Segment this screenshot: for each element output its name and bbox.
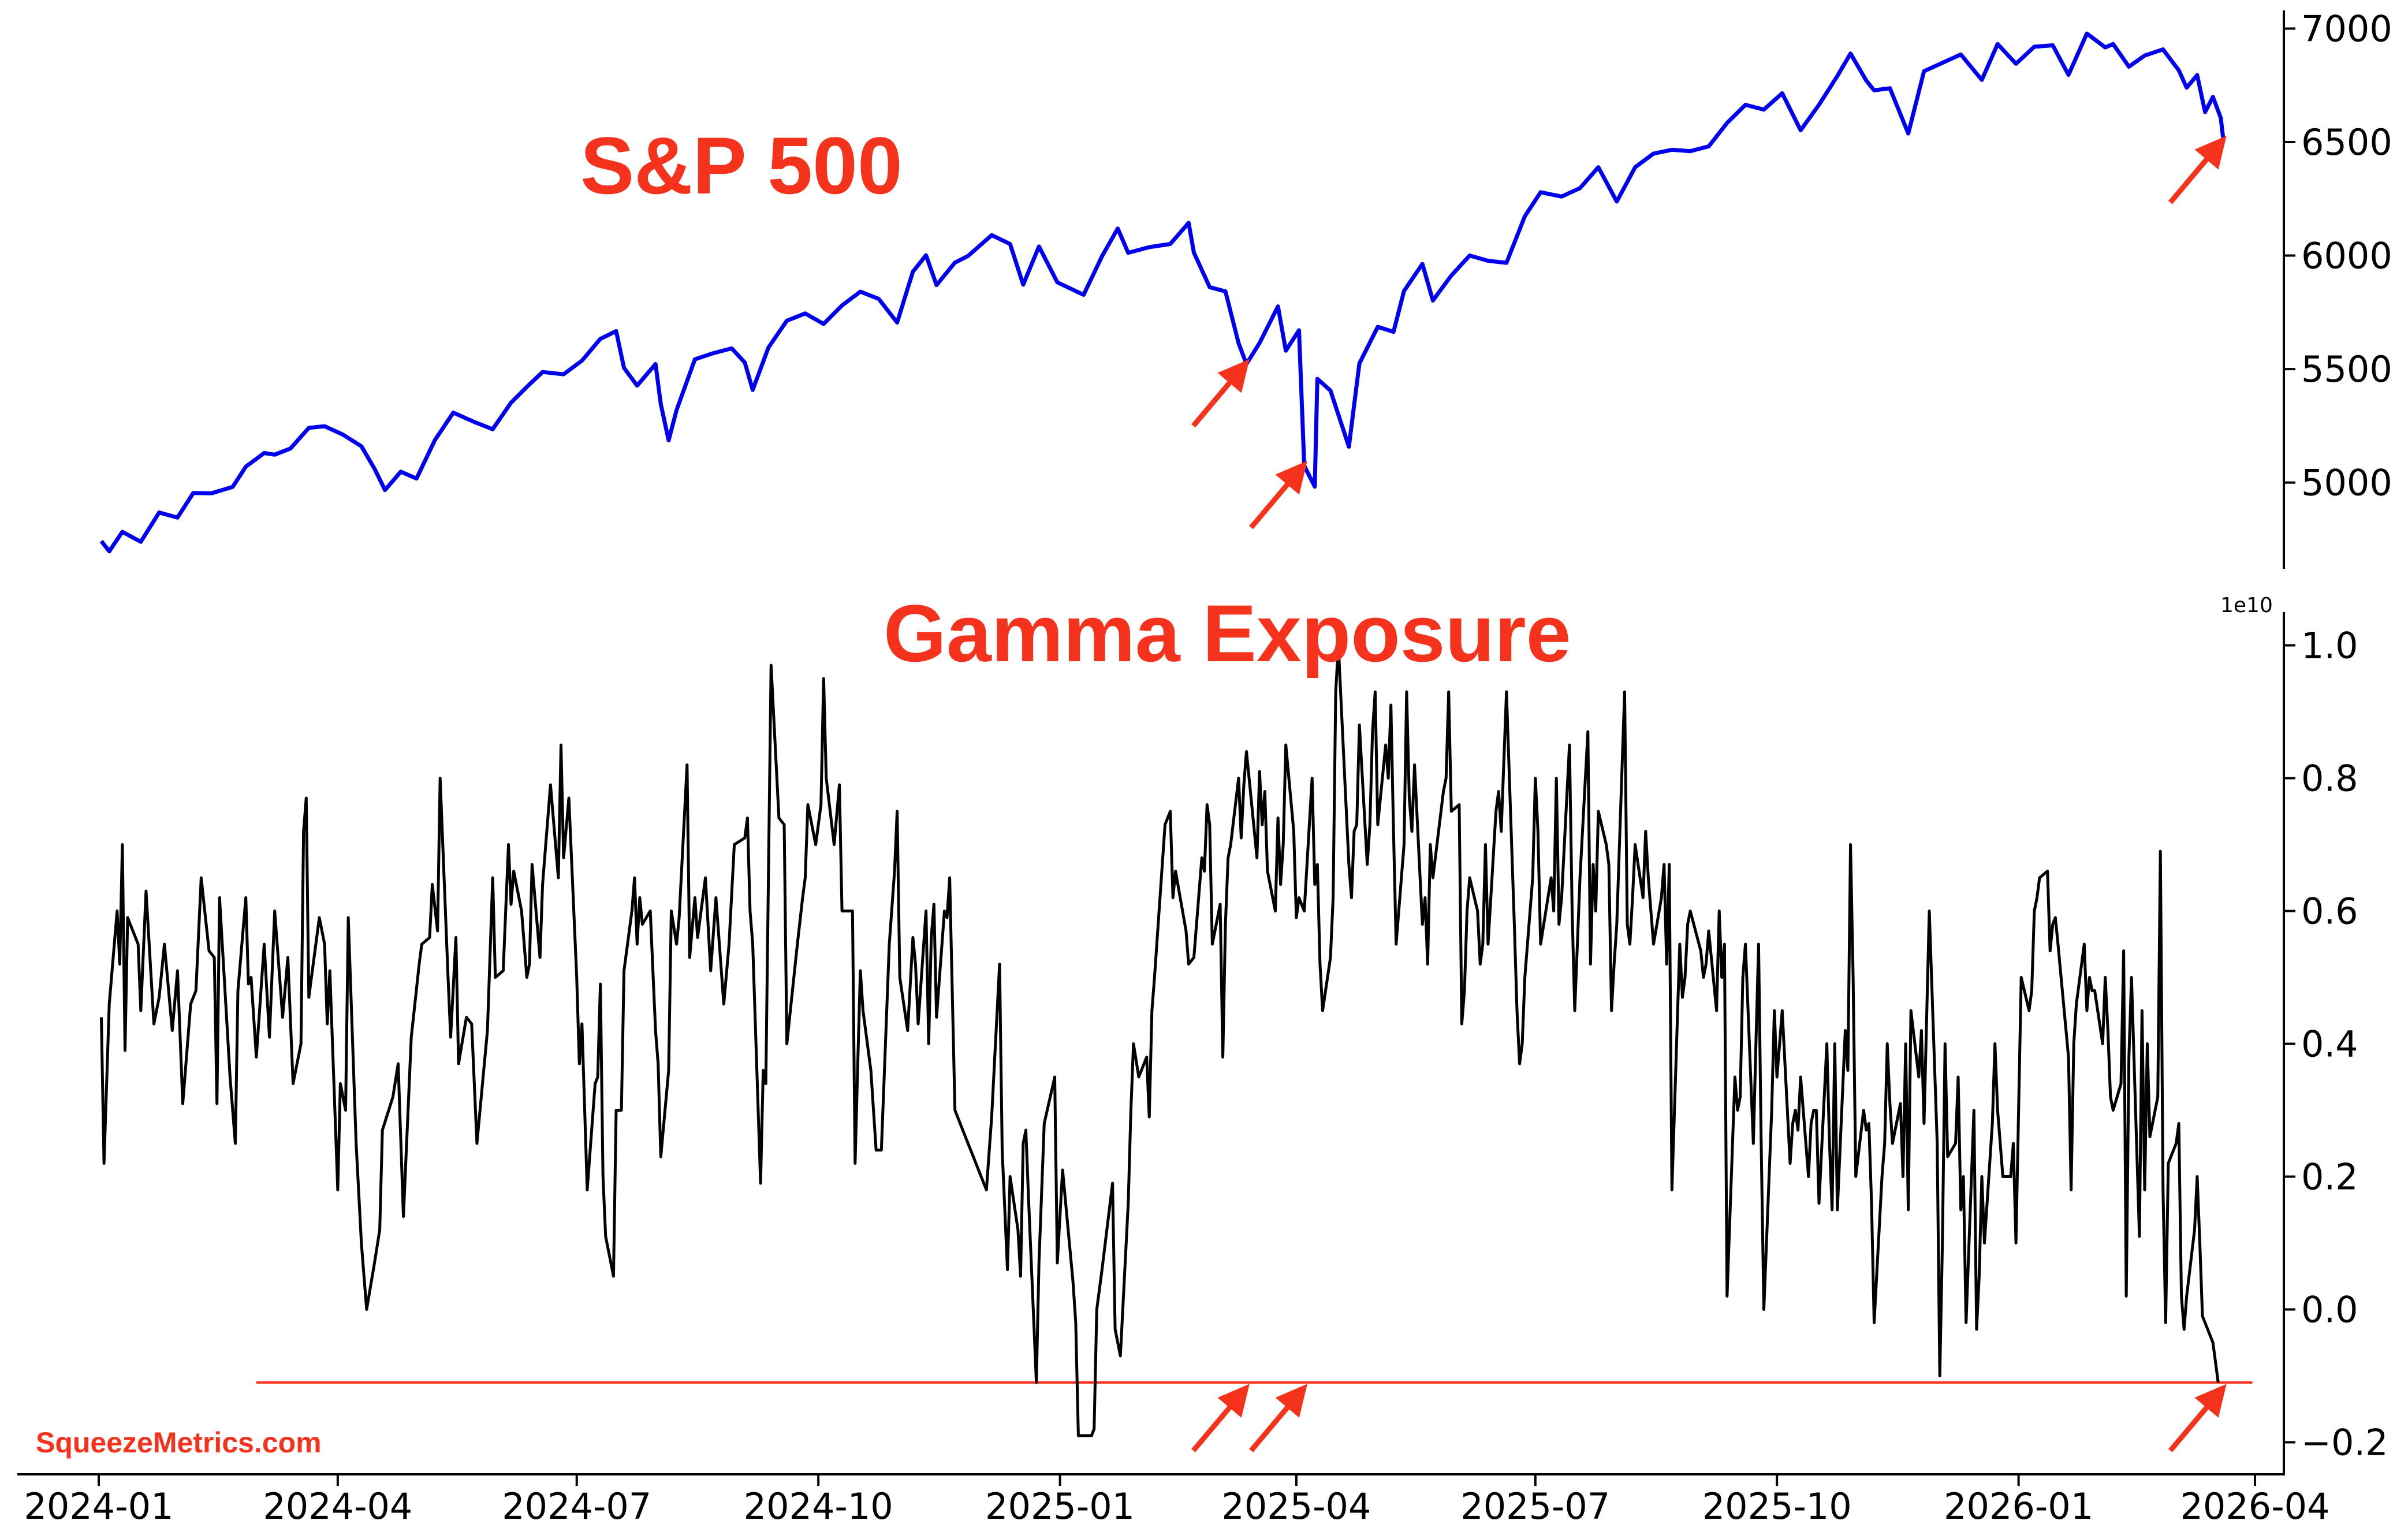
sp500-line — [99, 31, 2226, 554]
gamma-y-tick-label: 0.8 — [2301, 758, 2358, 800]
sp500-panel: 5000 5500 6000 6500 7000 S&P 500 — [99, 8, 2392, 569]
x-tick-label: 2025-01 — [985, 1485, 1135, 1527]
arrow-gex-mar2025 — [1191, 1384, 1250, 1452]
sp500-y-tick-label: 5000 — [2301, 462, 2392, 504]
x-tick-label: 2024-01 — [24, 1485, 173, 1527]
gamma-y-tick-label: 0.4 — [2301, 1023, 2358, 1065]
gamma-y-ticks: −0.2 0.0 0.2 0.4 0.6 0.8 1.0 — [2284, 625, 2388, 1464]
x-tick-label: 2025-10 — [1702, 1485, 1852, 1527]
x-tick-label: 2026-01 — [1944, 1485, 2093, 1527]
arrow-sp-apr2025 — [1249, 460, 1307, 530]
gamma-title: Gamma Exposure — [884, 588, 1571, 679]
sp500-y-tick-label: 7000 — [2301, 8, 2392, 50]
gamma-y-tick-label: 0.0 — [2301, 1289, 2358, 1331]
x-tick-label: 2024-04 — [263, 1485, 412, 1527]
gamma-panel: −0.20.00.20.40.60.81.0 2024-01 2024-04 202… — [17, 588, 2388, 1527]
arrow-gex-mar2026 — [2168, 1384, 2227, 1452]
gamma-y-tick-label: 1.0 — [2301, 625, 2358, 667]
x-ticks: 2024-01 2024-04 2024-07 2024-10 2025-01 2025-… — [24, 1474, 2330, 1527]
arrow-gex-apr2025 — [1249, 1384, 1307, 1452]
gamma-offset-label: 1e10 — [2220, 594, 2273, 617]
gamma-y-tick-label: −0.2 — [2301, 1422, 2388, 1464]
sp500-y-tick-label: 6500 — [2301, 121, 2392, 163]
x-tick-label: 2025-07 — [1460, 1485, 1610, 1527]
gamma-exposure-line — [100, 644, 2220, 1437]
x-tick-label: 2024-07 — [502, 1485, 651, 1527]
annotation-arrows — [1191, 135, 2227, 1452]
watermark: SqueezeMetrics.com — [36, 1426, 322, 1459]
arrow-sp-mar2026 — [2168, 135, 2227, 204]
sp500-title: S&P 500 — [580, 120, 903, 211]
x-tick-label: 2024-10 — [744, 1485, 893, 1527]
sp500-y-tick-label: 5500 — [2301, 348, 2392, 390]
gamma-y-tick-label: 0.2 — [2301, 1156, 2358, 1198]
x-tick-label: 2026-04 — [2180, 1485, 2329, 1527]
arrow-sp-mar2025 — [1191, 359, 1250, 428]
sp500-y-ticks: 5000 5500 6000 6500 7000 — [2284, 8, 2392, 504]
sp500-y-tick-label: 6000 — [2301, 235, 2392, 277]
x-tick-label: 2025-04 — [1221, 1485, 1371, 1527]
gamma-y-tick-label: 0.6 — [2301, 890, 2358, 933]
